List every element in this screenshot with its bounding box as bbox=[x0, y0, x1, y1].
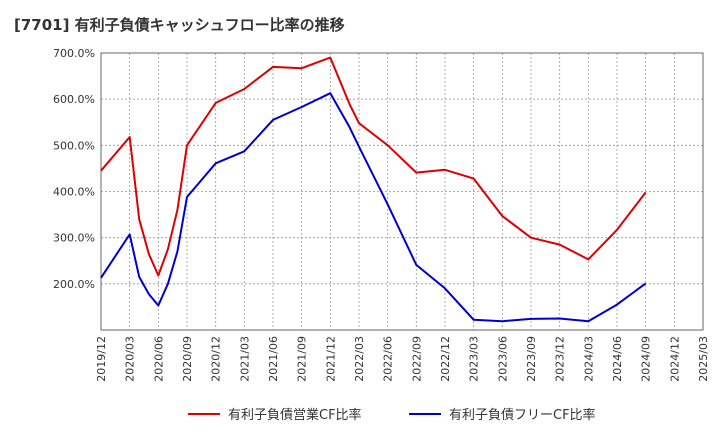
x-tick-label: 2021/09 bbox=[296, 336, 309, 382]
y-tick-label: 600.0% bbox=[53, 93, 95, 106]
chart-title: [7701] 有利子負債キャッシュフロー比率の推移 bbox=[14, 16, 345, 34]
x-tick-label: 2020/03 bbox=[124, 336, 137, 382]
plot-border bbox=[100, 52, 704, 331]
series-line-2 bbox=[100, 92, 647, 323]
x-tick-label: 2022/03 bbox=[353, 336, 366, 382]
x-tick-label: 2020/12 bbox=[210, 336, 223, 382]
x-tick-label: 2020/06 bbox=[152, 336, 165, 382]
legend-label-2: 有利子負債フリーCF比率 bbox=[449, 407, 596, 423]
x-tick-label: 2024/12 bbox=[668, 336, 681, 382]
series-line-1 bbox=[100, 56, 647, 277]
x-tick-label: 2024/09 bbox=[640, 336, 653, 382]
x-tick-label: 2021/06 bbox=[267, 336, 280, 382]
x-tick-label: 2023/12 bbox=[554, 336, 567, 382]
x-tick-label: 2025/03 bbox=[697, 336, 710, 382]
x-tick-label: 2021/12 bbox=[324, 336, 337, 382]
x-tick-label: 2023/06 bbox=[496, 336, 509, 382]
x-tick-label: 2021/03 bbox=[238, 336, 251, 382]
legend-label-1: 有利子負債営業CF比率 bbox=[228, 407, 362, 423]
x-tick-label: 2024/03 bbox=[582, 336, 595, 382]
y-tick-label: 300.0% bbox=[53, 232, 95, 245]
x-tick-label: 2024/06 bbox=[611, 336, 624, 382]
x-tick-label: 2022/12 bbox=[439, 336, 452, 382]
x-tick-label: 2019/12 bbox=[95, 336, 108, 382]
y-tick-label: 200.0% bbox=[53, 278, 95, 291]
y-tick-label: 500.0% bbox=[53, 139, 95, 152]
y-tick-label: 700.0% bbox=[53, 47, 95, 60]
x-tick-label: 2023/03 bbox=[468, 336, 481, 382]
x-tick-label: 2020/09 bbox=[181, 336, 194, 382]
x-tick-label: 2022/09 bbox=[410, 336, 423, 382]
x-tick-label: 2022/06 bbox=[382, 336, 395, 382]
y-tick-label: 400.0% bbox=[53, 186, 95, 199]
x-tick-label: 2023/09 bbox=[525, 336, 538, 382]
